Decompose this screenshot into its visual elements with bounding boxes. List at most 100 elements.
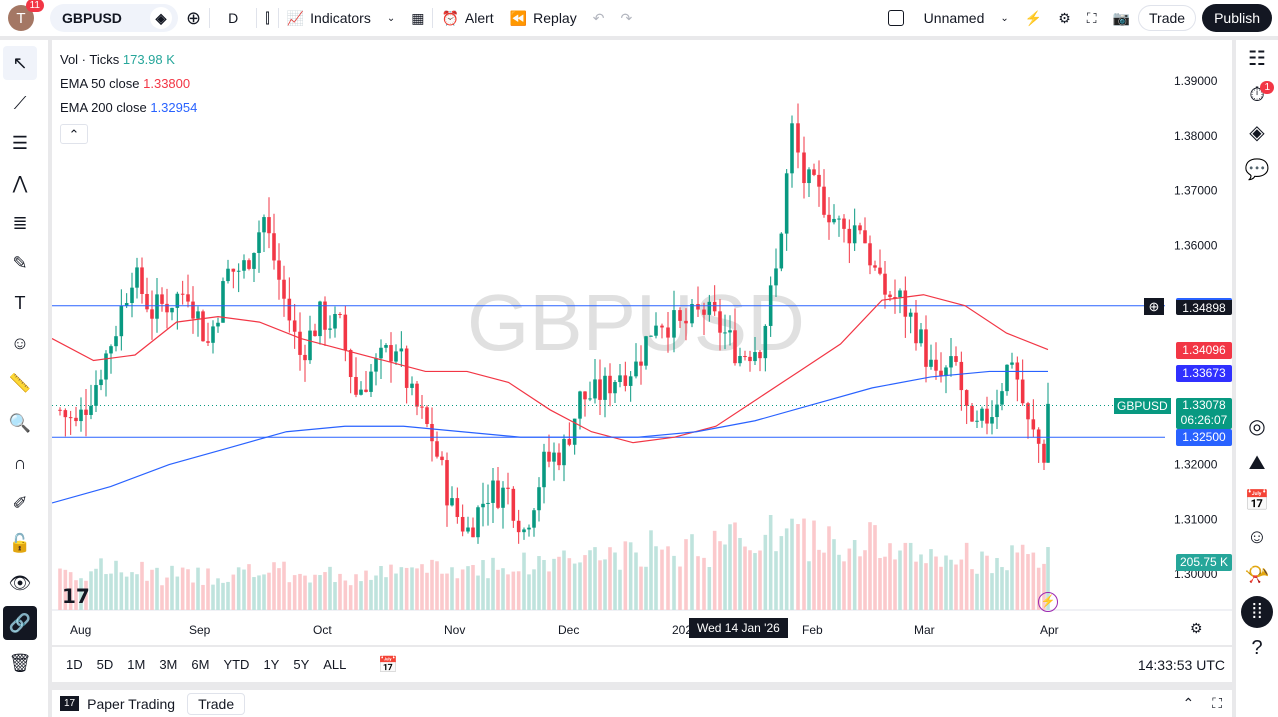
indicators-icon: 📈: [286, 9, 305, 26]
date-range-icon[interactable]: 📅: [378, 656, 399, 674]
lightning-icon[interactable]: ⚡: [1038, 592, 1058, 612]
range-1m[interactable]: 1M: [127, 657, 146, 672]
volume-bar: [226, 581, 230, 610]
range-1y[interactable]: 1Y: [263, 657, 280, 672]
candle-body: [723, 332, 727, 334]
fib-icon[interactable]: ≣: [12, 212, 28, 233]
volume-bar: [738, 537, 742, 610]
volume-bar: [696, 556, 700, 610]
layout-menu[interactable]: Unnamed ⌄: [880, 0, 1017, 36]
clown-icon[interactable]: ☺: [1246, 526, 1268, 548]
volume-bar: [277, 568, 281, 610]
symbol-search[interactable]: GBPUSD ◈: [50, 4, 178, 32]
alerts-clock-icon[interactable]: ⏱ 1: [1236, 77, 1278, 114]
volume-bar: [898, 550, 902, 610]
brush-icon[interactable]: ✎: [12, 252, 28, 273]
alert-button[interactable]: ⏰ Alert: [441, 9, 494, 27]
collapse-panel-icon[interactable]: ⌃: [1182, 695, 1195, 711]
range-1d[interactable]: 1D: [66, 657, 83, 672]
text-icon[interactable]: T: [14, 292, 26, 313]
target-icon[interactable]: ◎: [1248, 416, 1266, 438]
range-6m[interactable]: 6M: [191, 657, 210, 672]
publish-button[interactable]: Publish: [1202, 4, 1272, 32]
range-5d[interactable]: 5D: [96, 657, 114, 672]
add-alert-icon[interactable]: ⊕: [1144, 298, 1164, 315]
candle-body: [420, 406, 424, 408]
eye-icon[interactable]: 👁: [8, 572, 32, 593]
hline-bottom-label: 1.32500: [1176, 429, 1232, 446]
fullscreen-button[interactable]: ⛶: [1079, 0, 1105, 36]
trash-icon[interactable]: 🗑: [8, 652, 32, 673]
candle-body: [593, 379, 597, 399]
volume-bar: [733, 522, 737, 610]
volume-bar: [74, 580, 78, 610]
price-chart[interactable]: GBPUSD 1.39000 1.38000 1.37000 1.36000 1.3200…: [52, 40, 1232, 645]
volume-bar: [165, 577, 169, 610]
quick-search-button[interactable]: ⚡: [1024, 9, 1043, 26]
undo-button[interactable]: ↶: [592, 9, 605, 26]
volume-bar: [104, 574, 108, 610]
settings-button[interactable]: ⚙: [1050, 0, 1079, 36]
range-ytd[interactable]: YTD: [223, 657, 250, 672]
range-all[interactable]: ALL: [323, 657, 347, 672]
volume-bar: [562, 550, 566, 610]
candle-body: [165, 303, 169, 313]
maximize-panel-icon[interactable]: ⛶: [1212, 695, 1222, 711]
volume-bar: [252, 577, 256, 610]
trumpet-icon[interactable]: 📯: [1244, 564, 1270, 586]
collapse-legend-button[interactable]: ⌃: [60, 124, 88, 144]
trade-button[interactable]: Trade: [1138, 5, 1197, 31]
candle-body: [779, 233, 784, 269]
paper-trading-tab[interactable]: Paper Trading: [87, 695, 176, 712]
candle-body: [84, 409, 88, 415]
lock-icon[interactable]: 🔓: [8, 532, 32, 553]
volume-bar: [318, 575, 322, 610]
pattern-icon[interactable]: ⋀: [12, 172, 28, 193]
link-icon[interactable]: 🔗: [3, 606, 37, 640]
volume-bar: [583, 555, 587, 610]
horizontal-lines-icon[interactable]: ☰: [11, 132, 29, 153]
snapshot-button[interactable]: 📷: [1105, 0, 1138, 36]
candle-body: [618, 375, 622, 383]
layouts-button[interactable]: ▦: [403, 0, 432, 36]
emoji-icon[interactable]: ☺: [10, 332, 30, 353]
volume-bar: [718, 541, 722, 610]
volume-bar: [552, 558, 556, 610]
avatar[interactable]: T 11: [8, 0, 44, 31]
candle-body: [1026, 403, 1030, 420]
watchlist-icon[interactable]: ☷: [1248, 48, 1266, 70]
zoom-icon[interactable]: 🔍: [8, 412, 32, 433]
mountain-icon[interactable]: ⛰: [1248, 452, 1266, 474]
range-3m[interactable]: 3M: [159, 657, 178, 672]
candle-body: [1000, 391, 1004, 405]
chat-icon[interactable]: 💬: [1244, 159, 1270, 181]
volume-bar: [130, 572, 134, 610]
layers-icon[interactable]: ◈: [1249, 122, 1265, 144]
apps-icon[interactable]: ⁞⁞: [1236, 593, 1278, 630]
trade-tab[interactable]: Trade: [187, 692, 246, 715]
chart-pane[interactable]: GBPUSD 1.39000 1.38000 1.37000 1.36000 1.3200…: [52, 40, 1232, 645]
time-axis-settings-icon[interactable]: ⚙: [1190, 620, 1203, 636]
diamond-icon[interactable]: ◈: [150, 7, 172, 29]
chevron-down-icon: ⌄: [1000, 12, 1009, 24]
trend-line-icon[interactable]: ⟋: [13, 92, 27, 113]
magnet-icon[interactable]: ∩: [13, 452, 27, 473]
redo-button[interactable]: ↷: [620, 9, 633, 26]
replay-button[interactable]: ⏪ Replay: [509, 9, 577, 27]
ruler-icon[interactable]: 📏: [8, 372, 32, 393]
price-axis: [1165, 40, 1232, 610]
help-icon[interactable]: ?: [1251, 637, 1263, 659]
range-5y[interactable]: 5Y: [293, 657, 310, 672]
clock[interactable]: 14:33:53 UTC: [1137, 656, 1225, 673]
price-tick: 1.36000: [1174, 238, 1218, 252]
compare-button[interactable]: ⊕: [178, 0, 209, 36]
interval-button[interactable]: D: [228, 10, 239, 26]
indicators-button[interactable]: 📈 Indicators ⌄: [286, 9, 396, 27]
calendar-icon[interactable]: 📅: [1244, 490, 1270, 512]
lock-draw-icon[interactable]: ✐: [12, 492, 28, 513]
chart-type-button[interactable]: ⫿: [257, 0, 277, 36]
price-tick: 1.37000: [1174, 184, 1218, 198]
volume-bar: [1031, 552, 1036, 610]
cursor-icon[interactable]: ↖: [3, 46, 37, 80]
volume-bar: [1026, 554, 1030, 610]
